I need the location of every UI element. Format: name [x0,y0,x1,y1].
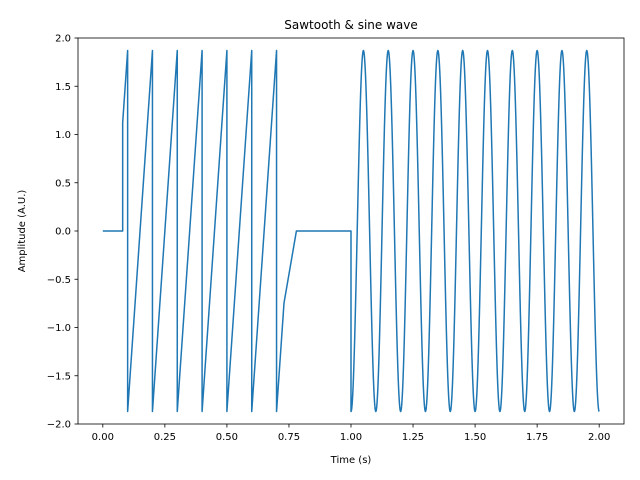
y-tick-label: −2.0 [47,420,71,431]
plot-area [102,49,600,413]
x-tick-label: 0.75 [278,432,300,443]
y-axis-label: Amplitude (A.U.) [17,190,28,273]
chart-title: Sawtooth & sine wave [284,18,418,32]
y-tick-label: 1.0 [55,130,71,141]
y-axis-ticks: −2.0 −1.5 −1.0 −0.5 0.0 0.5 1.0 1.5 2.0 [47,34,78,431]
y-tick-label: 0.5 [55,178,71,189]
y-tick-label: −1.0 [47,323,71,334]
x-axis-ticks: 0.00 0.25 0.50 0.75 1.00 1.25 1.50 1.75 2.00 [92,424,610,443]
x-tick-label: 0.50 [216,432,238,443]
y-tick-label: −0.5 [47,275,71,286]
x-tick-label: 1.00 [340,432,362,443]
axes-frame [77,37,625,425]
x-tick-label: 1.75 [526,432,548,443]
y-tick-label: 1.5 [55,82,71,93]
y-tick-label: 2.0 [55,34,71,45]
x-tick-label: 1.50 [464,432,486,443]
x-tick-label: 0.25 [154,432,176,443]
signal-line [102,49,600,413]
x-tick-label: 0.00 [92,432,114,443]
y-tick-label: −1.5 [47,371,71,382]
y-tick-label: 0.0 [55,227,71,238]
x-tick-label: 2.00 [588,432,610,443]
x-axis-label: Time (s) [330,455,372,466]
x-tick-label: 1.25 [402,432,424,443]
